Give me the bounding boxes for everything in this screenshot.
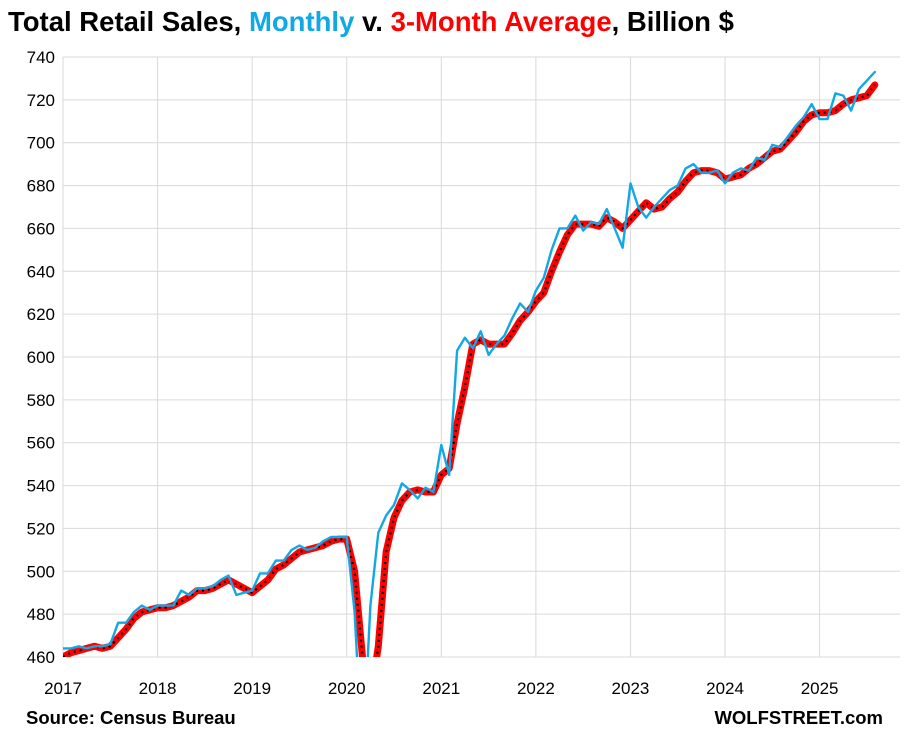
x-tick-label: 2019: [233, 679, 271, 698]
y-tick-label: 620: [27, 305, 55, 324]
x-tick-label: 2025: [801, 679, 839, 698]
x-tick-label: 2022: [517, 679, 555, 698]
monthly-series-line: [63, 70, 876, 657]
title-part-5: , Billion $: [611, 6, 734, 37]
y-tick-label: 460: [27, 648, 55, 667]
y-tick-label: 540: [27, 477, 55, 496]
title-part-1: Total Retail Sales,: [8, 6, 249, 37]
x-tick-label: 2020: [328, 679, 366, 698]
source-note: Source: Census Bureau: [26, 707, 236, 728]
y-tick-label: 660: [27, 219, 55, 238]
y-tick-label: 580: [27, 391, 55, 410]
y-tick-label: 560: [27, 434, 55, 453]
y-tick-label: 500: [27, 562, 55, 581]
axis-labels: 460 480 500 520 540 560 580 600 620 640 660 680 700 7…: [27, 48, 839, 698]
retail-sales-line-chart: 460 480 500 520 540 560 580 600 620 640 660 680 700 7…: [27, 48, 900, 698]
y-tick-label: 720: [27, 91, 55, 110]
x-tick-label: 2021: [422, 679, 460, 698]
y-tick-label: 600: [27, 348, 55, 367]
brand-label: WOLFSTREET.com: [714, 707, 883, 728]
series-group: [63, 70, 879, 657]
y-tick-label: 480: [27, 605, 55, 624]
y-tick-label: 520: [27, 519, 55, 538]
series-lines: [63, 70, 879, 657]
x-tick-label: 2017: [44, 679, 82, 698]
y-tick-label: 740: [27, 48, 55, 67]
average-series-dots: [63, 84, 876, 657]
x-tick-label: 2023: [612, 679, 650, 698]
chart-title: Total Retail Sales, Monthly v. 3-Month A…: [8, 6, 734, 38]
gridlines: [62, 56, 900, 658]
y-tick-label: 700: [27, 134, 55, 153]
y-tick-label: 680: [27, 177, 55, 196]
y-tick-label: 640: [27, 262, 55, 281]
title-average-label: 3-Month Average: [390, 6, 612, 37]
x-tick-label: 2024: [706, 679, 744, 698]
title-monthly-label: Monthly: [248, 6, 355, 37]
title-part-3: v.: [354, 6, 391, 37]
x-tick-label: 2018: [139, 679, 177, 698]
average-series-line: [63, 81, 879, 657]
